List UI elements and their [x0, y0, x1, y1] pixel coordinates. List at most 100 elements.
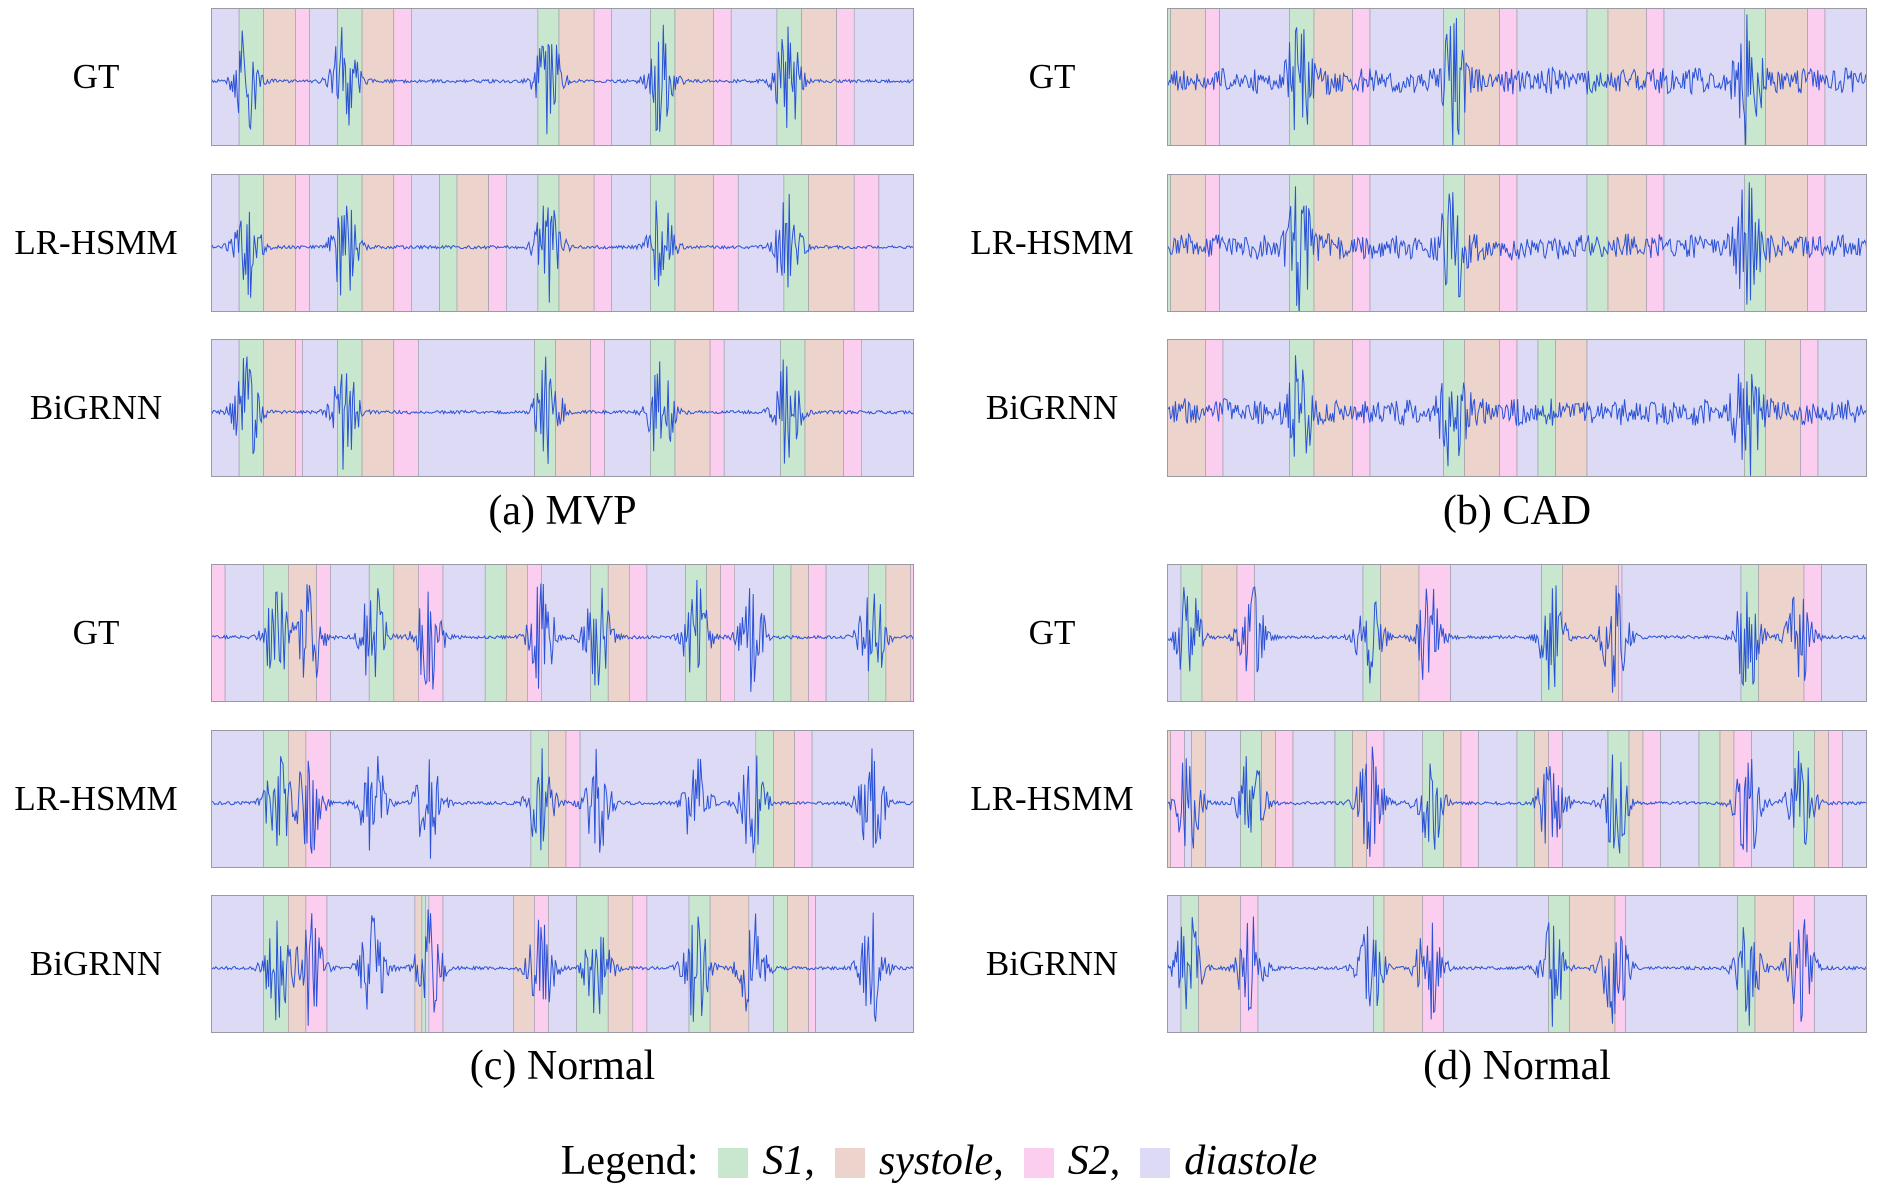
segment-s2 — [393, 339, 419, 477]
segment-diastole — [442, 895, 514, 1033]
segment-diastole — [1842, 730, 1867, 868]
segment-systole — [674, 339, 711, 477]
pcg-signal-line — [211, 748, 914, 859]
segment-s2 — [843, 339, 862, 477]
strip-svg — [211, 730, 914, 868]
legend-title: Legend: — [560, 1138, 699, 1184]
pcg-signal-line — [211, 356, 914, 470]
segment-s1 — [263, 564, 289, 702]
segment-systole — [361, 8, 395, 146]
segment-s2 — [590, 339, 606, 477]
pcg-signal-line — [211, 24, 914, 135]
segment-systole — [1313, 339, 1353, 477]
segment-systole — [263, 339, 296, 477]
panel-caption: (b) CAD — [1442, 488, 1592, 534]
segment-diastole — [1478, 730, 1518, 868]
segment-diastole — [646, 564, 686, 702]
segment-systole — [1765, 174, 1808, 312]
segment-diastole — [737, 174, 785, 312]
segment-s2 — [316, 564, 331, 702]
strip-svg — [1167, 730, 1867, 868]
segmentation-strip — [211, 8, 914, 146]
segment-diastole — [1824, 8, 1867, 146]
pcg-signal-line — [1167, 916, 1867, 1027]
segment-s2 — [632, 895, 648, 1033]
legend-label-systole: systole — [878, 1138, 994, 1184]
segment-diastole — [330, 564, 370, 702]
segment-systole — [361, 339, 395, 477]
segment-s1 — [1698, 730, 1721, 868]
segment-s1 — [238, 174, 265, 312]
segmentation-strip — [1167, 730, 1867, 868]
segment-diastole — [548, 895, 577, 1033]
pcg-signal-line — [1167, 14, 1867, 146]
segment-s2 — [1642, 730, 1661, 868]
strip-frame — [211, 730, 914, 868]
segment-diastole — [211, 730, 265, 868]
segment-diastole — [411, 8, 539, 146]
row-label: LR-HSMM — [14, 223, 178, 262]
segment-s1 — [773, 564, 792, 702]
segment-diastole — [442, 564, 486, 702]
legend-swatch-s2 — [1023, 1148, 1054, 1178]
segment-s1 — [1537, 339, 1556, 477]
segment-systole — [773, 730, 795, 868]
segment-diastole — [326, 895, 416, 1033]
pcg-signal-line — [1167, 746, 1867, 857]
legend-label-s2: S2 — [1067, 1138, 1110, 1184]
segment-s2 — [1275, 730, 1294, 868]
segment-s2 — [1205, 8, 1220, 146]
segment-s1 — [1289, 174, 1315, 312]
row-label: GT — [72, 613, 120, 652]
pcg-signal-line — [211, 193, 914, 303]
segment-systole — [885, 564, 911, 702]
segment-systole — [505, 564, 528, 702]
strip-svg — [211, 564, 914, 702]
segment-diastole — [1625, 895, 1738, 1033]
segment-diastole — [211, 8, 240, 146]
strip-svg — [211, 895, 914, 1033]
segment-systole — [1628, 730, 1644, 868]
segment-diastole — [1222, 339, 1290, 477]
segmentation-strip — [1167, 339, 1867, 477]
segment-s2 — [1800, 339, 1819, 477]
segment-diastole — [579, 730, 757, 868]
segmentation-strip — [211, 564, 914, 702]
segment-s1 — [337, 339, 363, 477]
segment-systole — [263, 8, 296, 146]
segment-systole — [558, 174, 595, 312]
segment-systole — [555, 339, 592, 477]
segment-s1 — [368, 564, 395, 702]
segment-systole — [787, 895, 809, 1033]
segment-s2 — [910, 564, 914, 702]
segment-systole — [361, 174, 395, 312]
row-label: BiGRNN — [29, 944, 163, 983]
strip-svg — [211, 8, 914, 146]
row-label: GT — [1028, 613, 1076, 652]
legend-swatch-s1 — [718, 1148, 749, 1178]
pcg-signal-line — [211, 579, 914, 692]
pcg-signal-line — [211, 909, 914, 1026]
segment-diastole — [1205, 730, 1241, 868]
segment-diastole — [1663, 8, 1745, 146]
segment-diastole — [1821, 564, 1867, 702]
segment-diastole — [1621, 564, 1742, 702]
segment-diastole — [1660, 730, 1700, 868]
segment-systole — [263, 174, 296, 312]
segment-s2 — [593, 8, 613, 146]
segment-diastole — [411, 174, 440, 312]
segment-s1 — [867, 564, 887, 702]
segment-s2 — [1807, 174, 1826, 312]
segment-diastole — [878, 174, 914, 312]
segment-systole — [1719, 730, 1735, 868]
strip-svg — [1167, 895, 1867, 1033]
strip-svg — [1167, 564, 1867, 702]
segment-systole — [790, 564, 809, 702]
segment-s1 — [773, 895, 788, 1033]
strip-svg — [211, 339, 914, 477]
segmentation-strip — [1167, 8, 1867, 146]
legend-label-diastole: diastole — [1184, 1138, 1318, 1184]
segment-s2 — [1828, 730, 1843, 868]
row-label: LR-HSMM — [14, 779, 178, 818]
